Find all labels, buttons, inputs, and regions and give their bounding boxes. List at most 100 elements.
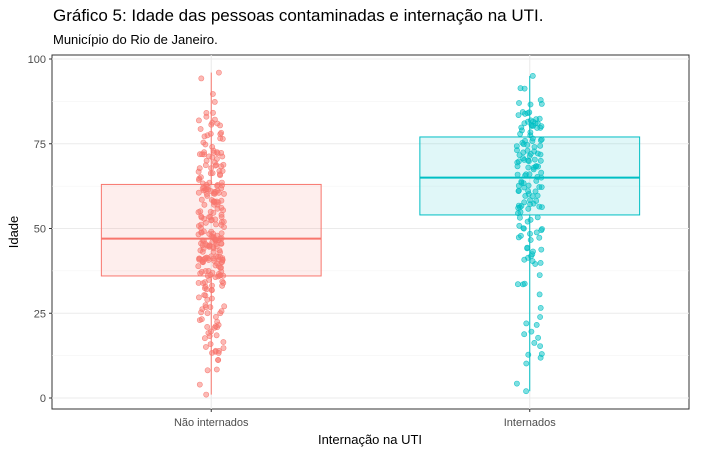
- data-point: [525, 164, 532, 171]
- data-point: [198, 221, 204, 228]
- data-point: [196, 381, 203, 388]
- data-point: [197, 126, 204, 132]
- data-point: [517, 209, 524, 215]
- data-point: [217, 235, 223, 242]
- data-point: [533, 197, 540, 204]
- data-point: [200, 228, 207, 235]
- data-point: [519, 139, 526, 146]
- data-point: [523, 360, 530, 367]
- data-point: [212, 347, 219, 354]
- data-point: [201, 201, 208, 208]
- data-point: [209, 91, 216, 97]
- data-point: [198, 268, 205, 275]
- data-point: [526, 171, 533, 178]
- data-point: [527, 237, 534, 243]
- data-point: [208, 197, 215, 203]
- data-point: [219, 256, 226, 263]
- data-point: [207, 188, 214, 194]
- data-point: [215, 270, 222, 277]
- data-point: [212, 236, 219, 243]
- data-point: [210, 209, 217, 216]
- data-point: [538, 246, 545, 253]
- data-point: [196, 256, 202, 263]
- data-point: [530, 135, 536, 142]
- data-point: [536, 115, 543, 122]
- data-point: [207, 271, 214, 278]
- data-point: [522, 192, 529, 199]
- data-point: [199, 248, 206, 255]
- data-point: [212, 274, 219, 280]
- data-point: [533, 177, 540, 184]
- data-point: [219, 182, 225, 189]
- data-point: [521, 256, 528, 263]
- data-point: [217, 135, 224, 142]
- data-point: [211, 99, 218, 105]
- data-point: [528, 328, 535, 335]
- data-point: [198, 213, 205, 220]
- data-point: [527, 230, 533, 237]
- data-point: [213, 221, 219, 228]
- data-point: [514, 159, 521, 166]
- y-tick-label: 0: [40, 393, 46, 405]
- data-point: [220, 339, 227, 345]
- data-point: [517, 130, 523, 137]
- data-point: [206, 153, 212, 160]
- data-point: [215, 69, 222, 76]
- data-point: [217, 122, 223, 129]
- data-point: [195, 231, 202, 238]
- data-point: [203, 110, 210, 116]
- data-point: [195, 294, 202, 301]
- data-point: [521, 280, 528, 287]
- data-point: [518, 124, 525, 131]
- data-point: [198, 309, 204, 316]
- data-point: [537, 354, 544, 361]
- data-point: [202, 344, 209, 350]
- data-point: [208, 295, 215, 302]
- data-point: [515, 281, 521, 288]
- x-axis-title: Internação na UTI: [318, 432, 422, 447]
- data-point: [218, 308, 225, 315]
- data-point: [218, 163, 224, 170]
- data-point: [195, 189, 202, 196]
- data-point: [203, 391, 210, 398]
- data-point: [524, 245, 530, 252]
- data-point: [537, 151, 544, 158]
- data-point: [204, 310, 211, 317]
- data-point: [207, 341, 214, 347]
- data-point: [205, 330, 212, 336]
- plot-panel: [51, 54, 690, 410]
- data-point: [218, 204, 225, 211]
- data-point: [533, 229, 540, 236]
- data-point: [212, 313, 219, 320]
- data-point: [536, 272, 543, 278]
- data-point: [537, 314, 543, 320]
- data-point: [220, 345, 227, 351]
- data-point: [202, 283, 209, 290]
- y-tick-label: 75: [34, 139, 46, 151]
- data-point: [208, 165, 214, 171]
- data-point: [515, 234, 522, 241]
- data-point: [221, 190, 227, 197]
- data-point: [210, 255, 217, 262]
- data-point: [518, 203, 525, 209]
- data-point: [521, 331, 528, 338]
- axes: 0 25 50 75 100 Não internados Internados: [28, 54, 557, 429]
- data-point: [523, 388, 529, 395]
- data-point: [537, 142, 544, 149]
- data-point: [214, 187, 221, 194]
- data-point: [518, 179, 525, 186]
- chart-title: Gráfico 5: Idade das pessoas contaminada…: [53, 6, 544, 25]
- data-point: [198, 196, 205, 203]
- data-point: [517, 85, 524, 92]
- data-point: [201, 335, 208, 342]
- data-point: [517, 214, 523, 221]
- data-point: [210, 109, 216, 116]
- data-point: [221, 303, 228, 310]
- data-point: [515, 188, 522, 194]
- data-point: [213, 366, 220, 373]
- data-point: [199, 185, 206, 192]
- data-point: [210, 147, 217, 154]
- data-point: [537, 304, 544, 311]
- data-point: [204, 367, 211, 374]
- data-point: [514, 171, 521, 178]
